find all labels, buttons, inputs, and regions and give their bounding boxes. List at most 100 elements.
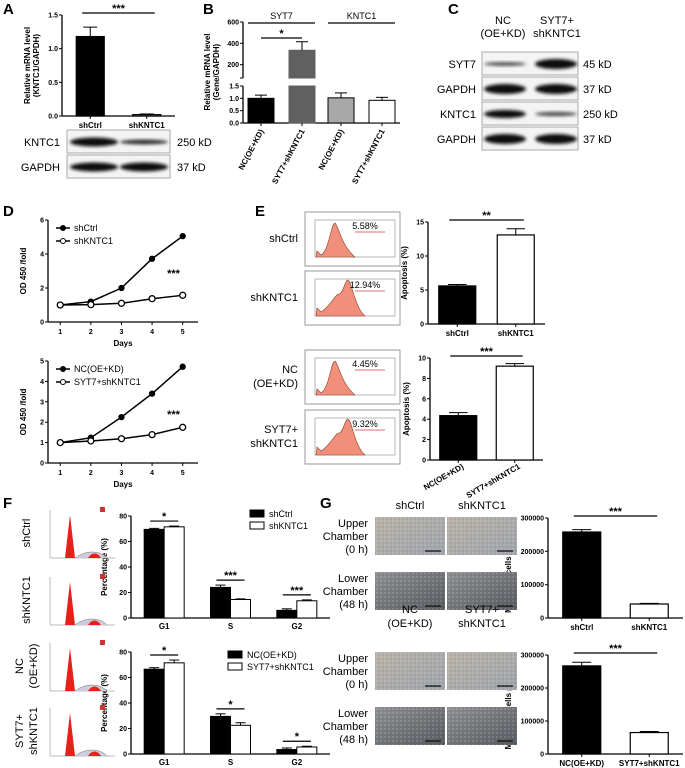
g2-peak: [88, 751, 101, 756]
bar-shCtrl: [75, 35, 105, 117]
data-point: [117, 435, 126, 443]
sample-label: shKNTC1: [28, 707, 40, 755]
significance-label: ***: [609, 506, 623, 518]
x-tick-label: 5: [181, 470, 185, 477]
y-tick-label: 10: [418, 356, 426, 363]
significance-label: ***: [480, 346, 494, 358]
bar-shKNTC1-S: [230, 599, 251, 619]
significance-label: ***: [112, 3, 126, 15]
bar-SYT7+shKNTC1-G2: [296, 746, 318, 755]
y-tick-label: 5: [420, 288, 424, 295]
y-axis-label: Percentage (%): [100, 538, 109, 596]
blot-band: [484, 134, 526, 144]
x-tick-label: 3: [120, 329, 124, 336]
y-tick-label: 400: [227, 41, 239, 48]
blot-band: [484, 62, 526, 66]
bar-shCtrl-G1: [143, 528, 165, 619]
legend-label: shKNTC1: [269, 521, 308, 531]
blot-row-KNTC1: [66, 129, 171, 154]
chamber-label: Chamber: [323, 531, 369, 543]
apoptosis-percent: 5.58%: [352, 221, 378, 231]
column-label: NC: [402, 604, 418, 616]
x-tick-label: SYT7+shKNTC1: [270, 127, 307, 185]
legend-mark: [100, 705, 105, 710]
y-tick-label: 0: [540, 752, 544, 759]
cell-texture: [447, 517, 517, 555]
x-tick-label: 2: [89, 470, 93, 477]
legend-label: SYT7+shKNTC1: [74, 377, 141, 387]
column-label: shKNTC1: [458, 500, 506, 512]
bar-shKNTC1: [629, 603, 669, 619]
legend-label: NC(OE+KD): [74, 364, 124, 374]
g2-peak: [88, 620, 101, 625]
legend-label: NC(OE+KD): [247, 650, 297, 660]
y-tick-label: 6: [422, 396, 426, 403]
panel-label-f: F: [3, 495, 12, 512]
y-tick-label: 1.0: [48, 46, 58, 53]
blot-band: [535, 134, 577, 144]
x-tick-label: 4: [150, 329, 154, 336]
chamber-label: Lower: [338, 573, 368, 585]
x-tick-label: S: [228, 758, 234, 767]
significance-label: *: [295, 731, 300, 743]
y-tick-label: 200: [227, 62, 239, 69]
data-point: [117, 299, 126, 307]
data-point: [148, 430, 156, 439]
y-tick-label: 0.0: [48, 114, 58, 121]
blot-protein-label: KNTC1: [440, 109, 476, 121]
sample-label: NC: [14, 658, 26, 674]
blot-band: [535, 111, 577, 117]
chamber-label: (0 h): [345, 544, 368, 556]
y-axis-label: Percentage (%): [100, 674, 109, 732]
y-tick-label: 4: [40, 379, 44, 386]
x-tick-label: NC(OE+KD): [559, 759, 604, 768]
panel-label-c: C: [448, 1, 459, 18]
blot-band: [484, 84, 526, 94]
y-tick-label: 1.5: [48, 13, 58, 20]
x-axis-label: Days: [113, 480, 133, 489]
blot-frame: [481, 51, 579, 76]
data-point: [179, 291, 187, 299]
bar-NC(OE+KD)-S: [210, 715, 231, 755]
y-tick-label: 10: [416, 254, 424, 261]
blot-protein-label: KNTC1: [24, 137, 60, 149]
column-label: (OE+KD): [388, 618, 433, 630]
panel-label-d: D: [3, 203, 14, 220]
blot-protein-label: GAPDH: [437, 134, 476, 146]
blot-size-label: 250 kD: [583, 109, 618, 121]
data-point: [148, 295, 156, 303]
y-axis-label: OD 450 /fold: [19, 248, 28, 295]
legend-mark: [100, 507, 105, 512]
blot-size-label: 37 kD: [177, 162, 206, 174]
significance-label: *: [228, 699, 233, 711]
y-tick-label: 3: [40, 399, 44, 406]
y-tick-label: 600: [227, 20, 239, 27]
legend-swatch: [227, 662, 243, 671]
x-tick-label: S: [228, 622, 234, 631]
cell-texture: [375, 572, 445, 610]
data-point: [118, 284, 125, 292]
legend-swatch: [249, 509, 265, 518]
data-point: [87, 437, 95, 445]
blot-frame: [481, 76, 579, 101]
g1-peak: [65, 515, 75, 558]
blot-protein-label: GAPDH: [437, 84, 476, 96]
y-tick-label: 60: [119, 539, 127, 546]
sample-label: (OE+KD): [28, 644, 40, 689]
legend-swatch: [249, 521, 265, 530]
bar-shKNTC1: [496, 234, 535, 325]
blot-band: [484, 110, 526, 118]
bar-SYT7+shKNTC1: [368, 99, 396, 124]
bar-NC(OE+KD): [439, 415, 478, 461]
chamber-label: Chamber: [323, 721, 369, 733]
y-tick-label: 1.0: [229, 96, 239, 103]
bar-NC(OE+KD)-G1: [143, 668, 165, 755]
cell-texture: [447, 572, 517, 610]
legend-label: SYT7+shKNTC1: [247, 662, 314, 672]
sample-label: (OE+KD): [253, 378, 298, 390]
x-tick-label: 1: [58, 470, 62, 477]
legend-label: shCtrl: [269, 509, 293, 519]
x-tick-label: SYT7+shKNTC1: [619, 759, 680, 768]
x-tick-label: 4: [150, 470, 154, 477]
blot-band: [70, 137, 118, 147]
